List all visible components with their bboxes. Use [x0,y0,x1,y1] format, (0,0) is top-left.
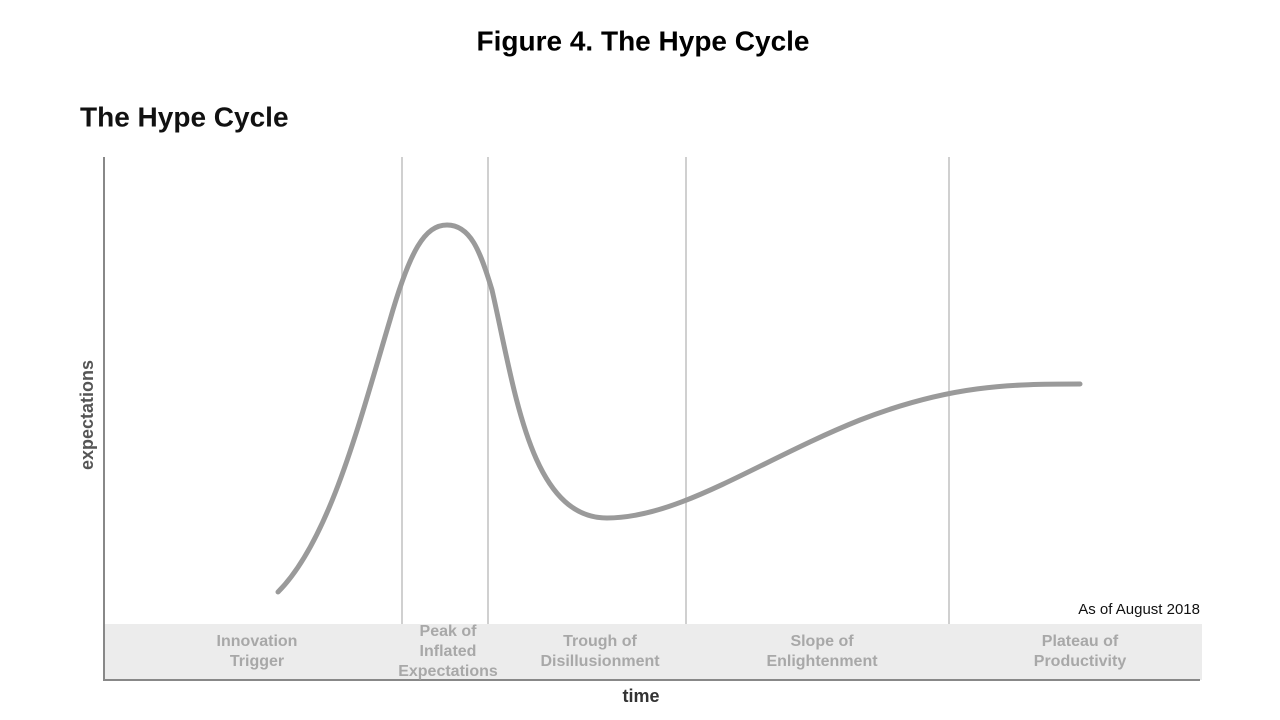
figure-title: Figure 4. The Hype Cycle [477,25,810,56]
note: As of August 2018 [1078,601,1200,618]
phase-band [104,624,1202,680]
phase-label: Inflated [420,643,477,660]
y-axis-label: expectations [77,360,97,470]
phase-label: Plateau of [1042,633,1119,650]
phase-label: Productivity [1034,653,1127,670]
phase-dividers [401,157,950,624]
phase-label: Peak of [420,623,478,640]
phase-label: Enlightenment [766,653,878,670]
phase-label: Expectations [398,663,498,680]
phase-label: Trough of [563,633,637,650]
chart-title: The Hype Cycle [80,101,289,132]
hype-curve [275,222,1083,595]
phase-label: Trigger [230,653,284,670]
phase-label: Slope of [790,633,854,650]
phase-label: Disillusionment [540,653,660,670]
x-axis-label: time [622,686,659,706]
phase-label: Innovation [217,633,298,650]
